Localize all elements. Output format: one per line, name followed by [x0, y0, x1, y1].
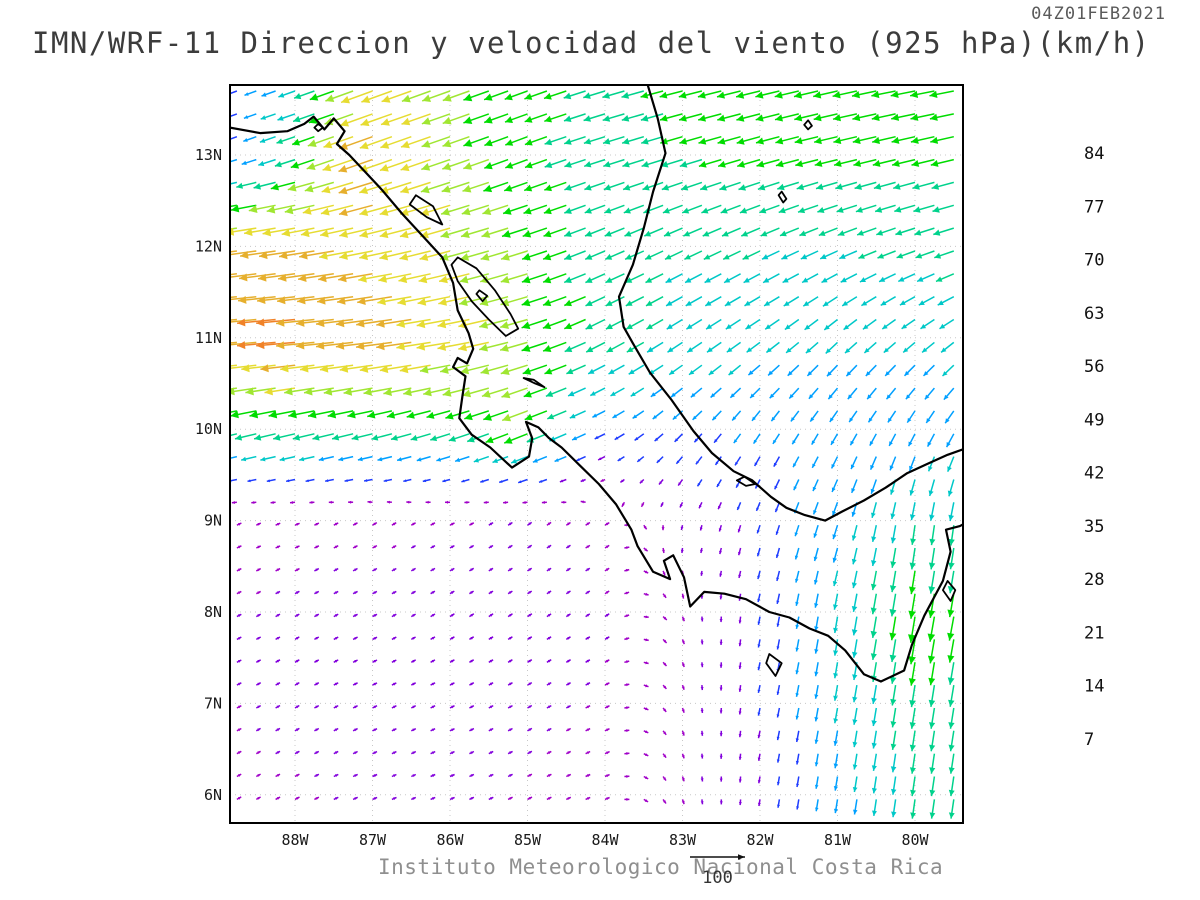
- lat-tick-label: 12N: [195, 237, 222, 255]
- coastline-layer: [230, 85, 963, 683]
- lat-tick-label: 6N: [204, 786, 222, 804]
- colorbar-tick-label: 77: [1084, 198, 1104, 218]
- colorbar-tick-label: 14: [1084, 677, 1104, 697]
- lat-tick-label: 10N: [195, 420, 222, 438]
- lat-tick-label: 8N: [204, 603, 222, 621]
- lake-nicaragua: [450, 256, 520, 337]
- lon-tick-label: 83W: [669, 831, 697, 849]
- colorbar-tick-label: 28: [1084, 570, 1104, 590]
- bocas-islands: [735, 475, 757, 487]
- lon-tick-label: 80W: [901, 831, 929, 849]
- lat-tick-label: 7N: [204, 694, 222, 712]
- lat-tick-label: 11N: [195, 329, 222, 347]
- lon-tick-label: 81W: [824, 831, 852, 849]
- pacific-coast: [230, 115, 963, 683]
- lon-tick-label: 87W: [359, 831, 387, 849]
- lat-tick-label: 9N: [204, 512, 222, 530]
- axis-labels: 13N 12N 11N 10N 9N 8N 7N 6N 88W 87W 86W 85W 84W 83W 82…: [195, 146, 930, 849]
- lon-tick-label: 85W: [514, 831, 542, 849]
- providencia-island: [803, 119, 813, 131]
- fonseca-island: [313, 123, 324, 133]
- colorbar-tick-label: 35: [1084, 517, 1104, 537]
- colorbar-tick-label: 56: [1084, 357, 1104, 377]
- lon-tick-label: 88W: [281, 831, 309, 849]
- colorbar-tick-label: 84: [1084, 144, 1104, 164]
- colorbar: 7 14 21 28 35 42 49 56 63 70 77 84: [1084, 144, 1104, 750]
- lon-tick-label: 84W: [591, 831, 619, 849]
- san-andres-island: [777, 190, 788, 204]
- colorbar-tick-label: 42: [1084, 464, 1104, 484]
- lat-tick-label: 13N: [195, 146, 222, 164]
- credit-label: Instituto Meteorologico Nacional Costa R…: [378, 855, 944, 879]
- grid-layer: [230, 85, 963, 823]
- lon-tick-label: 82W: [746, 831, 774, 849]
- valid-time-label: 04Z01FEB2021: [1031, 4, 1166, 24]
- caribbean-coast: [617, 85, 963, 522]
- map-frame: [229, 84, 964, 824]
- wind-vector-layer: [230, 90, 955, 819]
- colorbar-tick-label: 21: [1084, 623, 1104, 643]
- colorbar-tick-label: 7: [1084, 730, 1094, 750]
- coiba-island: [765, 653, 783, 677]
- lake-arenal: [522, 377, 546, 389]
- chart-title: IMN/WRF-11 Direccion y velocidad del vie…: [32, 26, 1151, 60]
- lake-managua: [408, 194, 444, 226]
- colorbar-tick-label: 63: [1084, 304, 1104, 324]
- rey-island: [942, 580, 957, 602]
- colorbar-tick-label: 49: [1084, 410, 1104, 430]
- lon-tick-label: 86W: [436, 831, 464, 849]
- ometepe-island: [475, 289, 489, 303]
- colorbar-tick-label: 70: [1084, 251, 1104, 271]
